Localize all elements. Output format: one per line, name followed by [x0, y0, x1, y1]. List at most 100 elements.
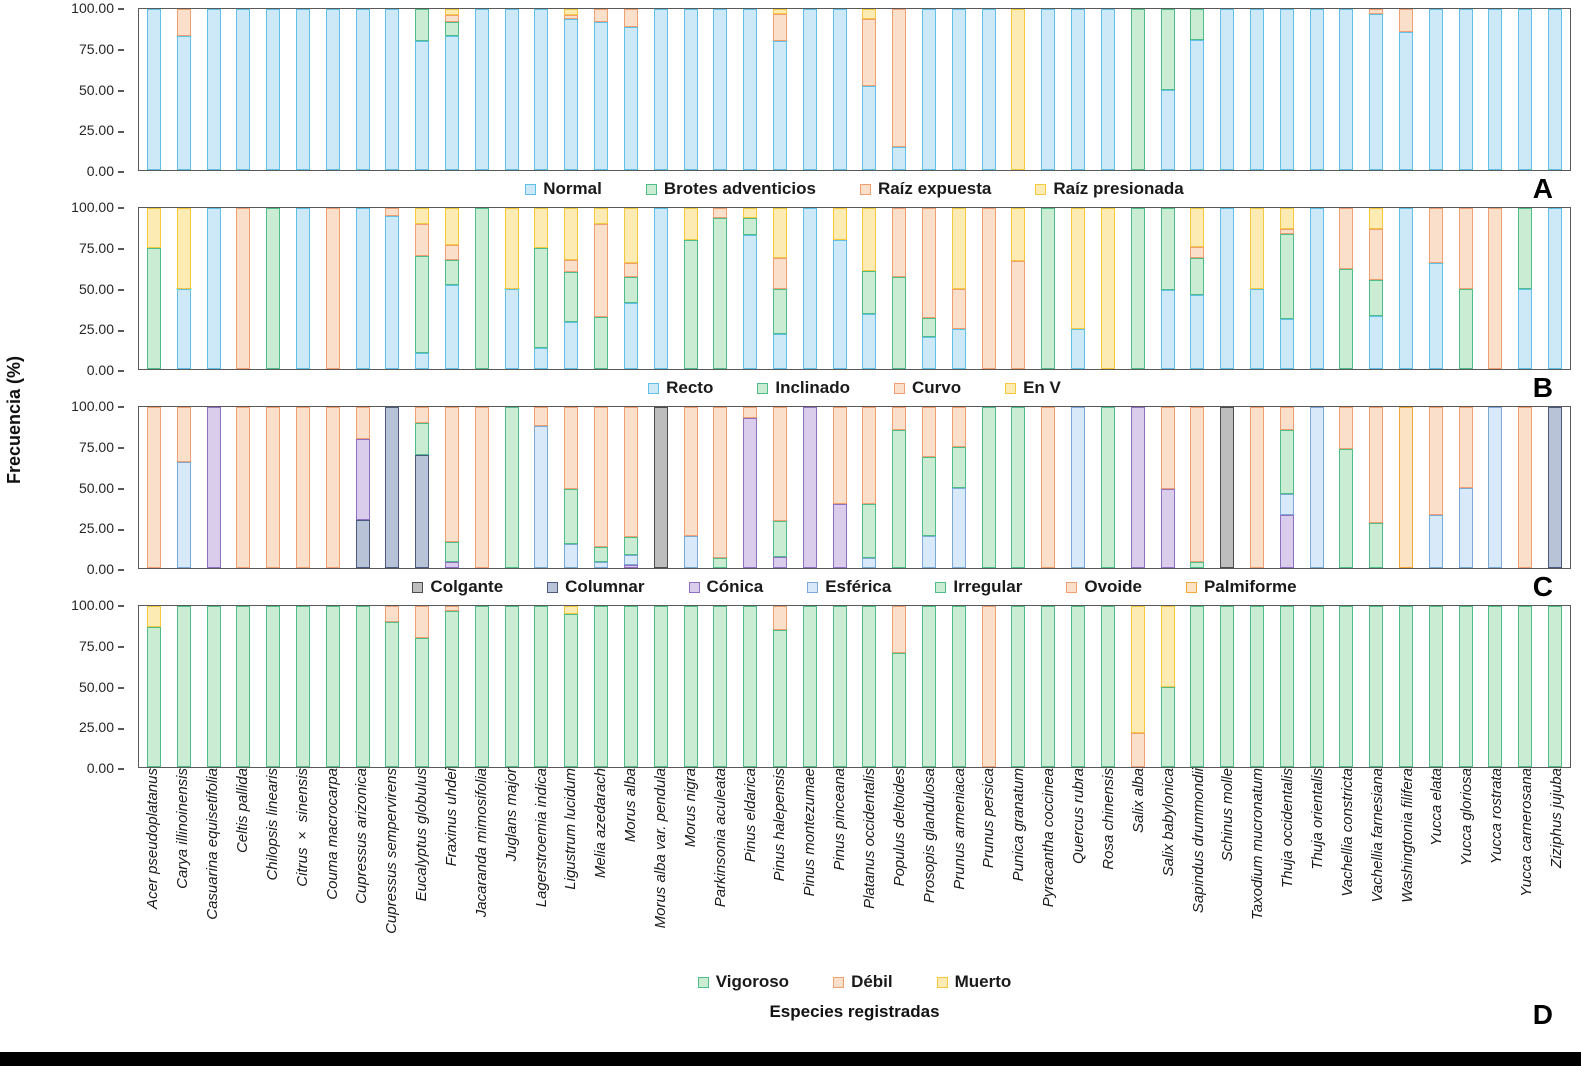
bar-segment-recto: [415, 352, 430, 369]
bar-segment-inclinado: [1130, 208, 1145, 369]
bar-segment-normal: [951, 9, 966, 170]
bar-segment-curvo: [236, 208, 251, 369]
bar-segment-recto: [295, 208, 310, 369]
stacked-bar: [981, 606, 996, 767]
bar-segment-ovoide: [415, 407, 430, 424]
bar-group: [1272, 407, 1302, 568]
legend-item: Curvo: [893, 378, 961, 398]
stacked-bar: [1041, 9, 1056, 170]
y-tick-label: 50.00: [0, 281, 124, 297]
legend-label: Esférica: [825, 577, 892, 596]
bar-group: [646, 208, 676, 369]
legend-swatch: [935, 581, 947, 593]
bar-segment-esf-rica: [1279, 493, 1294, 515]
stacked-bar: [534, 606, 549, 767]
x-axis-label-cell: Pinus eldarica: [735, 768, 765, 964]
bar-segment-en-v: [504, 208, 519, 289]
bar-segment-ra-z-presionada: [1011, 9, 1026, 170]
x-axis-label-cell: Thuja occidentalis: [1273, 768, 1303, 964]
bar-group: [497, 9, 527, 170]
stacked-bar: [623, 9, 638, 170]
bar-group: [795, 9, 825, 170]
bar-group: [1332, 9, 1362, 170]
bar-group: [139, 407, 169, 568]
stacked-bar: [176, 208, 191, 369]
bar-group: [795, 208, 825, 369]
stacked-bar: [1279, 606, 1294, 767]
bar-segment-vigoroso: [623, 606, 638, 767]
bar-segment-vigoroso: [415, 638, 430, 767]
bar-segment-normal: [1309, 9, 1324, 170]
bar-group: [765, 606, 795, 767]
stacked-bar: [1249, 606, 1264, 767]
stacked-bar: [474, 208, 489, 369]
bar-segment-vigoroso: [564, 614, 579, 767]
species-label: Punica granatum: [1010, 768, 1028, 882]
bar-segment-irregular: [1190, 561, 1205, 568]
bar-group: [705, 407, 735, 568]
bar-group: [1272, 606, 1302, 767]
bar-segment-curvo: [981, 208, 996, 369]
stacked-bar: [534, 9, 549, 170]
bar-segment-irregular: [772, 521, 787, 557]
bar-segment-en-v: [772, 208, 787, 258]
bar-group: [1421, 407, 1451, 568]
bar-segment-ovoide: [713, 407, 728, 559]
species-label: Pinus halepensis: [771, 768, 789, 882]
x-axis-label-cell: Vachellia farnesiana: [1362, 768, 1392, 964]
legend-label: Débil: [851, 972, 893, 991]
bar-group: [318, 606, 348, 767]
bar-segment-recto: [504, 288, 519, 369]
bar-segment-normal: [1190, 39, 1205, 170]
bar-segment-en-v: [1249, 208, 1264, 289]
x-axis-title-row: Especies registradas D: [138, 999, 1571, 1030]
bar-segment-ra-z-presionada: [772, 9, 787, 14]
stacked-bar: [832, 606, 847, 767]
bar-segment-irregular: [862, 503, 877, 559]
stacked-bar: [653, 9, 668, 170]
bar-group: [1093, 407, 1123, 568]
bar-segment-brotes-adventicios: [1130, 9, 1145, 170]
bar-segment-en-v: [1100, 208, 1115, 369]
bar-segment-recto: [743, 235, 758, 369]
bar-group: [1153, 208, 1183, 369]
bar-segment-curvo: [385, 208, 400, 217]
bar-segment-recto: [385, 216, 400, 369]
bar-segment-curvo: [1369, 228, 1384, 281]
legend-swatch: [807, 581, 819, 593]
stacked-bar: [1011, 407, 1026, 568]
stacked-bar: [1548, 606, 1563, 767]
stacked-bar: [1249, 208, 1264, 369]
stacked-bar: [623, 407, 638, 568]
stacked-bar: [415, 9, 430, 170]
bar-segment-esf-rica: [862, 558, 877, 568]
stacked-bar: [1249, 407, 1264, 568]
stacked-bar: [951, 9, 966, 170]
bar-segment-esf-rica: [594, 561, 609, 568]
bar-segment-ovoide: [325, 407, 340, 568]
bar-segment-recto: [1279, 319, 1294, 369]
bar-segment-ra-z-expuesta: [772, 13, 787, 42]
bar-group: [258, 9, 288, 170]
y-tick-label: 100.00: [0, 199, 124, 215]
bar-group: [169, 407, 199, 568]
bar-segment-inclinado: [1279, 233, 1294, 320]
bar-group: [556, 208, 586, 369]
y-tick-label: 100.00: [0, 0, 124, 16]
bar-segment-vigoroso: [445, 610, 460, 767]
y-tick-label: 0.00: [0, 163, 124, 179]
bar-segment-ovoide: [683, 407, 698, 536]
bar-segment-normal: [176, 36, 191, 170]
bar-group: [378, 208, 408, 369]
legend-swatch: [757, 382, 769, 394]
bar-group: [1063, 407, 1093, 568]
bar-segment-d-bil: [772, 606, 787, 631]
species-label: Melia azedarach: [592, 768, 610, 879]
legend-swatch: [547, 581, 559, 593]
bar-segment-columnar: [415, 455, 430, 568]
bar-segment-irregular: [922, 456, 937, 536]
bar-segment-ovoide: [355, 407, 370, 440]
bar-group: [1451, 208, 1481, 369]
stacked-bar: [922, 407, 937, 568]
x-axis-label-cell: Yucca elata: [1422, 768, 1452, 964]
